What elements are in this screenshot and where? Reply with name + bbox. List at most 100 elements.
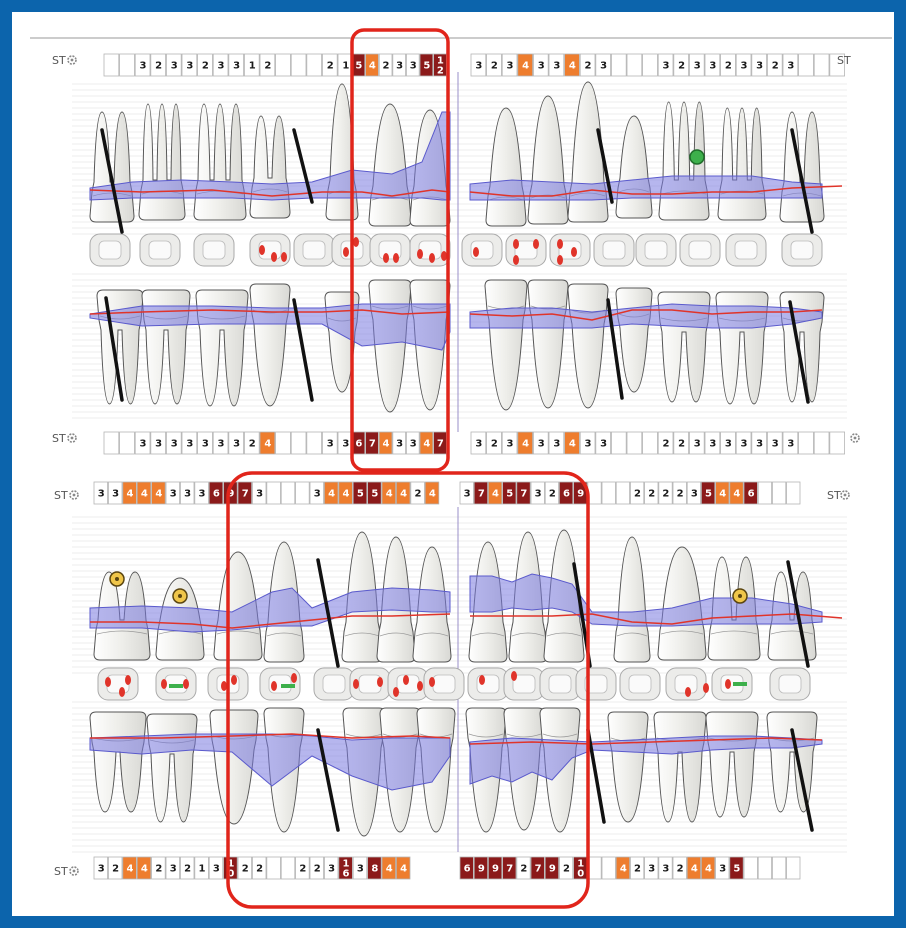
probing-cell[interactable]: 10: [223, 856, 238, 880]
probing-cell[interactable]: 4: [136, 856, 152, 880]
probing-cell[interactable]: 3: [782, 53, 799, 77]
tooth[interactable]: [707, 556, 761, 661]
restoration-marker-green[interactable]: [689, 149, 705, 165]
probing-cell[interactable]: 7: [365, 431, 379, 455]
probing-cell[interactable]: 2: [151, 856, 166, 880]
tooth[interactable]: [484, 279, 528, 411]
probing-cell[interactable]: 3: [352, 856, 368, 880]
probing-cell[interactable]: 3: [501, 431, 518, 455]
probing-cell[interactable]: [772, 856, 787, 880]
probing-cell[interactable]: 3: [735, 53, 752, 77]
gear-icon[interactable]: [840, 490, 850, 500]
probing-cell[interactable]: [601, 856, 616, 880]
probing-cell[interactable]: 7: [530, 856, 545, 880]
gear-icon[interactable]: [850, 433, 860, 443]
tooth[interactable]: [567, 283, 609, 409]
probing-cell[interactable]: [757, 856, 773, 880]
probing-cell[interactable]: 4: [378, 431, 393, 455]
probing-cell[interactable]: 3: [595, 431, 611, 455]
probing-cell[interactable]: 5: [729, 856, 744, 880]
probing-cell[interactable]: [295, 481, 310, 505]
probing-cell[interactable]: 2: [410, 481, 425, 505]
tooth[interactable]: [138, 103, 186, 221]
probing-cell[interactable]: 2: [309, 856, 325, 880]
probing-cell[interactable]: 3: [501, 53, 518, 77]
tooth[interactable]: [89, 111, 135, 223]
probing-cell[interactable]: 3: [228, 431, 245, 455]
probing-cell[interactable]: 3: [686, 481, 702, 505]
probing-cell[interactable]: 2: [720, 53, 736, 77]
probing-cell[interactable]: [813, 53, 830, 77]
probing-cell[interactable]: 6: [351, 431, 366, 455]
occlusal-surface[interactable]: [619, 667, 661, 701]
probing-cell[interactable]: 3: [459, 481, 474, 505]
probing-cell[interactable]: [786, 856, 801, 880]
tooth[interactable]: [717, 107, 767, 221]
probing-cell[interactable]: [280, 856, 296, 880]
occlusal-surface[interactable]: [461, 233, 503, 267]
probing-cell[interactable]: [280, 481, 296, 505]
probing-cell[interactable]: 7: [516, 481, 531, 505]
probing-cell[interactable]: 3: [658, 856, 673, 880]
probing-cell[interactable]: 2: [672, 856, 687, 880]
probing-cell[interactable]: 3: [405, 53, 420, 77]
probing-cell[interactable]: 2: [559, 856, 574, 880]
tooth[interactable]: [368, 279, 412, 413]
probing-cell[interactable]: 2: [673, 431, 689, 455]
probing-cell[interactable]: 4: [151, 481, 166, 505]
probing-cell[interactable]: 4: [686, 856, 702, 880]
probing-cell[interactable]: 5: [352, 481, 368, 505]
probing-cell[interactable]: 3: [197, 431, 213, 455]
probing-cell[interactable]: 3: [715, 856, 730, 880]
probing-cell[interactable]: [587, 481, 602, 505]
probing-cell[interactable]: 3: [208, 856, 224, 880]
probing-cell[interactable]: 4: [259, 431, 276, 455]
probing-cell[interactable]: 2: [673, 53, 689, 77]
probing-cell[interactable]: 3: [323, 856, 339, 880]
probing-cell[interactable]: 3: [595, 53, 611, 77]
probing-cell[interactable]: 3: [767, 431, 783, 455]
probing-cell[interactable]: 3: [165, 53, 182, 77]
occlusal-surface[interactable]: [313, 667, 355, 701]
probing-cell[interactable]: 3: [165, 481, 181, 505]
probing-cell[interactable]: 9: [473, 856, 489, 880]
probing-cell[interactable]: 2: [108, 856, 123, 880]
probing-cell[interactable]: [306, 53, 322, 77]
gear-icon[interactable]: [67, 55, 77, 65]
probing-cell[interactable]: 4: [136, 481, 152, 505]
probing-cell[interactable]: 7: [502, 856, 517, 880]
probing-cell[interactable]: 4: [365, 53, 379, 77]
tooth[interactable]: [615, 115, 653, 219]
probing-cell[interactable]: 2: [150, 53, 167, 77]
probing-cell[interactable]: 3: [179, 481, 195, 505]
probing-cell[interactable]: 6: [208, 481, 224, 505]
probing-cell[interactable]: 3: [530, 481, 545, 505]
occlusal-surface[interactable]: [369, 233, 411, 267]
highlight-upper-anterior[interactable]: [350, 28, 450, 472]
probing-cell[interactable]: 5: [701, 481, 716, 505]
probing-cell[interactable]: [798, 53, 814, 77]
probing-cell[interactable]: 2: [516, 856, 531, 880]
probing-cell[interactable]: 12: [433, 53, 447, 77]
probing-cell[interactable]: 3: [548, 53, 565, 77]
probing-cell[interactable]: 3: [579, 431, 596, 455]
occlusal-surface[interactable]: [725, 233, 767, 267]
probing-cell[interactable]: 3: [533, 431, 549, 455]
tooth[interactable]: [705, 711, 759, 818]
probing-cell[interactable]: 3: [108, 481, 123, 505]
probing-cell[interactable]: 3: [704, 431, 721, 455]
probing-cell[interactable]: [813, 431, 830, 455]
probing-cell[interactable]: 3: [657, 53, 674, 77]
probing-cell[interactable]: 2: [321, 53, 338, 77]
tooth[interactable]: [93, 571, 151, 661]
probing-cell[interactable]: 4: [338, 481, 353, 505]
probing-cell[interactable]: [275, 53, 291, 77]
probing-cell[interactable]: 2: [295, 856, 310, 880]
probing-cell[interactable]: 4: [564, 53, 580, 77]
probing-cell[interactable]: [611, 431, 627, 455]
probing-cell[interactable]: 2: [486, 53, 502, 77]
probing-cell[interactable]: 5: [419, 53, 434, 77]
probing-cell[interactable]: 4: [122, 856, 137, 880]
probing-cell[interactable]: [829, 431, 845, 455]
probing-cell[interactable]: [615, 481, 631, 505]
